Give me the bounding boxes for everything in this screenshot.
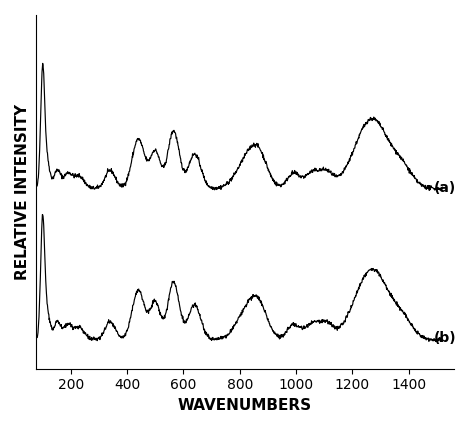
Y-axis label: RELATIVE INTENSITY: RELATIVE INTENSITY [15, 104, 30, 280]
X-axis label: WAVENUMBERS: WAVENUMBERS [178, 398, 312, 413]
Text: (a): (a) [434, 181, 456, 195]
Text: (b): (b) [434, 330, 456, 345]
